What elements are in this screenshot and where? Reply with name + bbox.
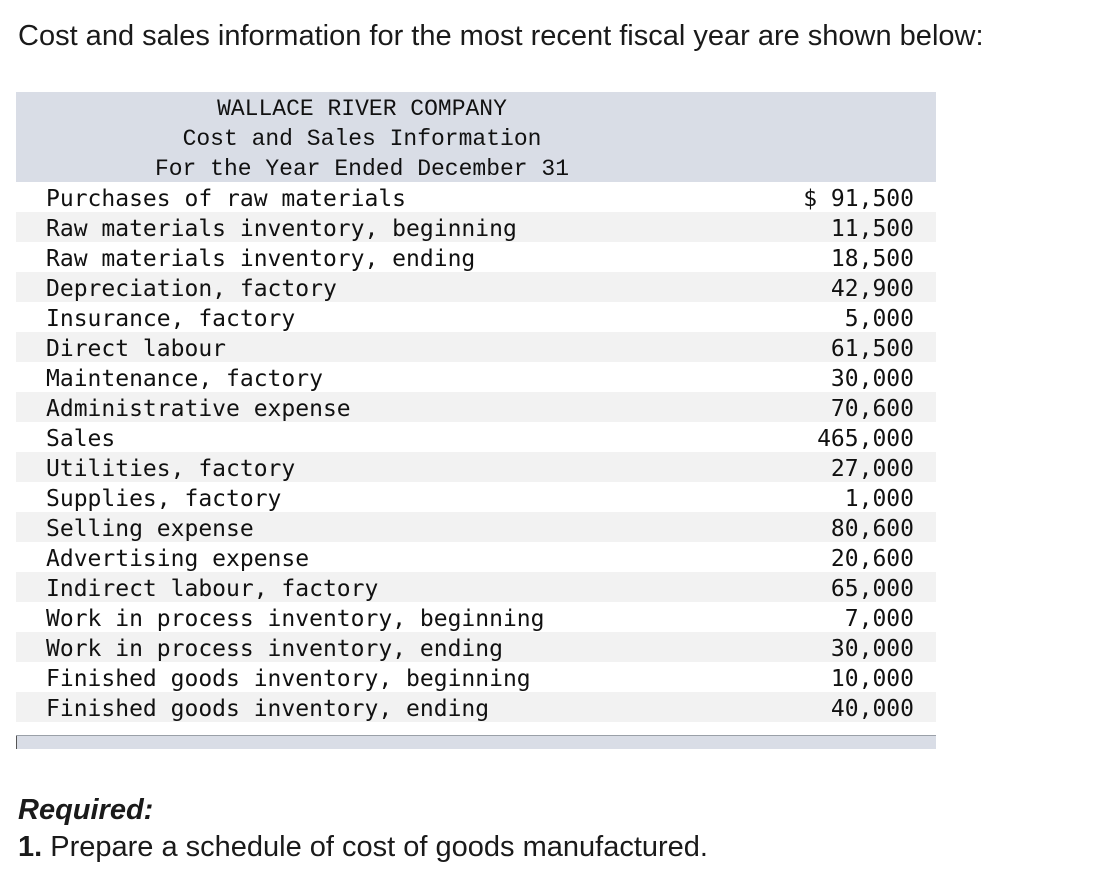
row-label: Purchases of raw materials — [46, 186, 407, 212]
table-row: Sales 465,000 — [16, 422, 936, 452]
table-row: Supplies, factory 1,000 — [16, 482, 936, 512]
row-amount: 5,000 — [844, 306, 914, 332]
row-amount: 80,600 — [830, 516, 914, 542]
row-label: Supplies, factory — [46, 486, 282, 512]
company-name: WALLACE RIVER COMPANY — [217, 96, 507, 122]
row-amount: 30,000 — [830, 636, 914, 662]
row-amount: 61,500 — [830, 336, 914, 362]
row-amount: 465,000 — [817, 426, 914, 452]
table-row: Utilities, factory 27,000 — [16, 452, 936, 482]
row-amount: $ 91,500 — [803, 186, 914, 212]
table-row: Finished goods inventory, beginning 10,00… — [16, 662, 936, 692]
row-label: Maintenance, factory — [46, 366, 323, 392]
row-amount: 30,000 — [830, 366, 914, 392]
row-label: Indirect labour, factory — [46, 576, 379, 602]
table-row: Work in process inventory, beginning 7,00… — [16, 602, 936, 632]
cost-sales-table: WALLACE RIVER COMPANY Cost and Sales Inf… — [16, 92, 936, 722]
table-row: Selling expense 80,600 — [16, 512, 936, 542]
footer-tick — [16, 736, 17, 749]
row-label: Direct labour — [46, 336, 227, 362]
row-amount: 7,000 — [844, 606, 914, 632]
row-label: Sales — [46, 426, 116, 452]
row-label: Raw materials inventory, ending — [46, 246, 476, 272]
row-label: Finished goods inventory, beginning — [46, 666, 531, 692]
row-label: Depreciation, factory — [46, 276, 337, 302]
task-text: Prepare a schedule of cost of goods manu… — [50, 831, 708, 863]
row-amount: 65,000 — [830, 576, 914, 602]
table-row: Depreciation, factory 42,900 — [16, 272, 936, 302]
table-header: WALLACE RIVER COMPANY Cost and Sales Inf… — [16, 92, 936, 182]
task-item: 1. Prepare a schedule of cost of goods m… — [18, 831, 708, 864]
table-title: Cost and Sales Information — [182, 126, 542, 152]
table-row: Advertising expense 20,600 — [16, 542, 936, 572]
intro-text: Cost and sales information for the most … — [18, 20, 984, 52]
row-amount: 70,600 — [830, 396, 914, 422]
row-amount: 42,900 — [830, 276, 914, 302]
row-label: Raw materials inventory, beginning — [46, 216, 517, 242]
row-amount: 11,500 — [830, 216, 914, 242]
table-row: Purchases of raw materials $ 91,500 — [16, 182, 936, 212]
table-row: Insurance, factory 5,000 — [16, 302, 936, 332]
row-amount: 18,500 — [830, 246, 914, 272]
row-label: Work in process inventory, ending — [46, 636, 503, 662]
table-row: Raw materials inventory, beginning 11,500 — [16, 212, 936, 242]
table-row: Work in process inventory, ending 30,000 — [16, 632, 936, 662]
row-amount: 27,000 — [830, 456, 914, 482]
row-amount: 1,000 — [844, 486, 914, 512]
table-period: For the Year Ended December 31 — [154, 156, 570, 182]
row-amount: 40,000 — [830, 696, 914, 722]
row-amount: 20,600 — [830, 546, 914, 572]
table-row: Direct labour 61,500 — [16, 332, 936, 362]
table-footer-bar — [16, 735, 936, 749]
row-label: Work in process inventory, beginning — [46, 606, 545, 632]
task-number: 1. — [18, 831, 43, 863]
row-amount: 10,000 — [830, 666, 914, 692]
table-row: Finished goods inventory, ending 40,000 — [16, 692, 936, 722]
row-label: Administrative expense — [46, 396, 351, 422]
table-row: Indirect labour, factory 65,000 — [16, 572, 936, 602]
table-row: Raw materials inventory, ending 18,500 — [16, 242, 936, 272]
table-row: Maintenance, factory 30,000 — [16, 362, 936, 392]
table-row: Administrative expense 70,600 — [16, 392, 936, 422]
row-label: Insurance, factory — [46, 306, 296, 332]
row-label: Finished goods inventory, ending — [46, 696, 490, 722]
row-label: Advertising expense — [46, 546, 310, 572]
row-label: Selling expense — [46, 516, 254, 542]
row-label: Utilities, factory — [46, 456, 296, 482]
required-heading: Required: — [18, 794, 154, 826]
table-body: Purchases of raw materials $ 91,500 Raw ma… — [16, 182, 936, 722]
